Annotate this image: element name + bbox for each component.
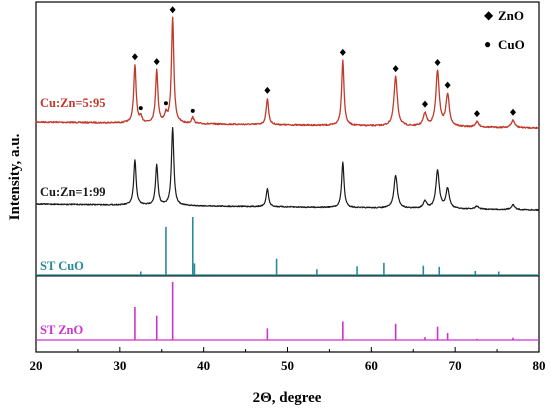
x-axis: 20 30 40 50 60 70 80 (30, 347, 546, 373)
zno-marker (339, 48, 346, 56)
cuo-marker (138, 106, 143, 111)
x-tick-label: 30 (113, 358, 126, 373)
zno-marker (421, 100, 428, 108)
peak-markers (131, 6, 517, 118)
zno-marker (153, 58, 160, 66)
legend-marker-zno: ◆ (484, 8, 494, 22)
legend: ◆ ZnO ● CuO (484, 8, 525, 52)
zno-marker (510, 108, 517, 116)
series-label-cuzn-1-99: Cu:Zn=1:99 (40, 185, 105, 199)
x-tick-label: 50 (281, 358, 294, 373)
x-tick-label: 80 (533, 358, 546, 373)
x-axis-title: 2Θ, degree (253, 390, 322, 406)
x-tick-label: 20 (30, 358, 43, 373)
zno-marker (131, 53, 138, 61)
zno-marker (444, 81, 451, 89)
zno-marker (169, 6, 176, 14)
zno-marker (434, 59, 441, 67)
series-label-st-cuo: ST CuO (40, 259, 84, 273)
cuo-marker (190, 108, 195, 113)
legend-label-zno: ZnO (498, 8, 524, 23)
zno-marker (264, 86, 271, 94)
series-line (35, 16, 540, 130)
zno-marker (473, 110, 480, 118)
cuo-marker (163, 101, 168, 106)
series-cuzn-5-95 (35, 16, 540, 130)
x-tick-label: 40 (197, 358, 210, 373)
series-line (35, 126, 540, 211)
legend-label-cuo: CuO (498, 37, 525, 52)
plot-frame (35, 1, 540, 353)
legend-marker-cuo: ● (484, 37, 491, 51)
zno-marker (392, 65, 399, 73)
series-st-zno (36, 282, 539, 341)
y-axis-title: Intensity, a.u. (7, 133, 23, 220)
series-label-cuzn-5-95: Cu:Zn=5:95 (40, 96, 105, 110)
series-st-cuo (36, 217, 539, 276)
series-cuzn-1-99 (35, 126, 540, 211)
x-tick-label: 70 (449, 358, 462, 373)
x-tick-label: 60 (365, 358, 378, 373)
series-label-st-zno: ST ZnO (40, 323, 83, 337)
